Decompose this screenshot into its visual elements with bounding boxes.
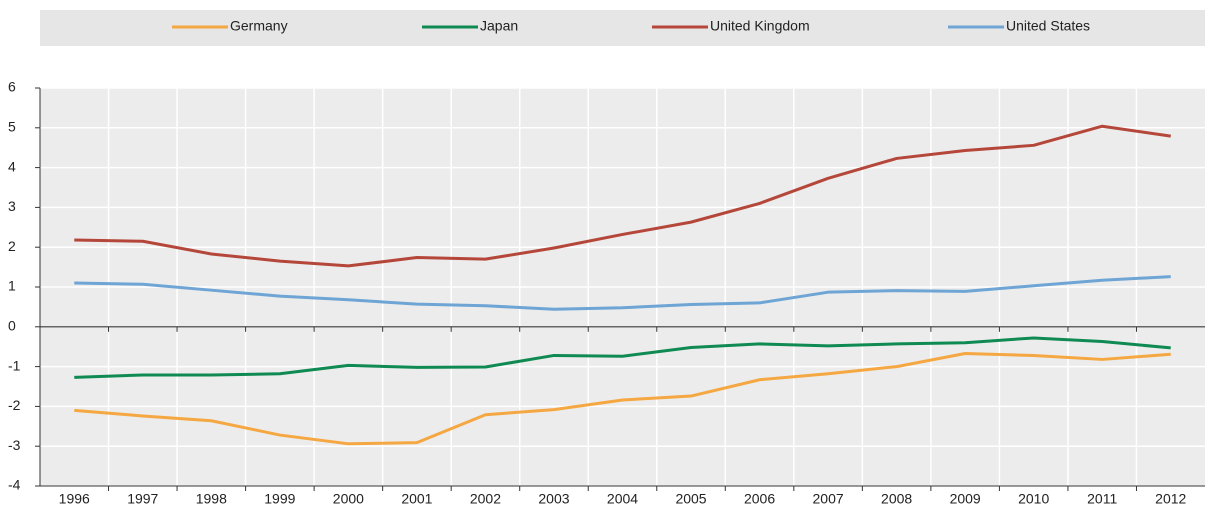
x-tick-label: 2001 <box>401 491 432 507</box>
y-tick-label: 6 <box>8 79 16 95</box>
y-tick-label: 0 <box>8 318 16 334</box>
x-tick-label: 1999 <box>264 491 295 507</box>
y-tick-label: -3 <box>8 437 21 453</box>
legend-label: United States <box>1006 18 1090 34</box>
line-series <box>74 275 1171 311</box>
x-tick-label: 2006 <box>744 491 775 507</box>
y-tick-label: -2 <box>8 397 21 413</box>
y-tick-label: -1 <box>8 357 21 373</box>
x-tick-label: 2009 <box>950 491 981 507</box>
x-tick-label: 2008 <box>881 491 912 507</box>
y-tick-label: 5 <box>8 119 16 135</box>
line-series <box>74 124 1171 268</box>
y-tick-label: 3 <box>8 198 16 214</box>
legend-label: Germany <box>230 18 288 34</box>
y-tick-label: 2 <box>8 238 16 254</box>
x-tick-label: 2005 <box>675 491 706 507</box>
legend-label: United Kingdom <box>710 18 810 34</box>
legend-band <box>40 10 1205 46</box>
y-tick-label: -4 <box>8 477 21 493</box>
x-tick-label: 2003 <box>538 491 569 507</box>
x-tick-label: 2010 <box>1018 491 1049 507</box>
x-tick-label: 1996 <box>59 491 90 507</box>
y-tick-label: 4 <box>8 158 16 174</box>
x-tick-label: 1997 <box>127 491 158 507</box>
legend-label: Japan <box>480 18 518 34</box>
x-tick-label: 2007 <box>813 491 844 507</box>
x-tick-label: 2004 <box>607 491 638 507</box>
x-tick-label: 2002 <box>470 491 501 507</box>
x-tick-label: 2000 <box>333 491 364 507</box>
x-tick-label: 2011 <box>1087 491 1117 507</box>
line-series <box>74 336 1171 379</box>
line-series <box>74 351 1171 446</box>
x-tick-label: 2012 <box>1155 491 1186 507</box>
y-tick-label: 1 <box>8 278 16 294</box>
x-tick-label: 1998 <box>196 491 227 507</box>
